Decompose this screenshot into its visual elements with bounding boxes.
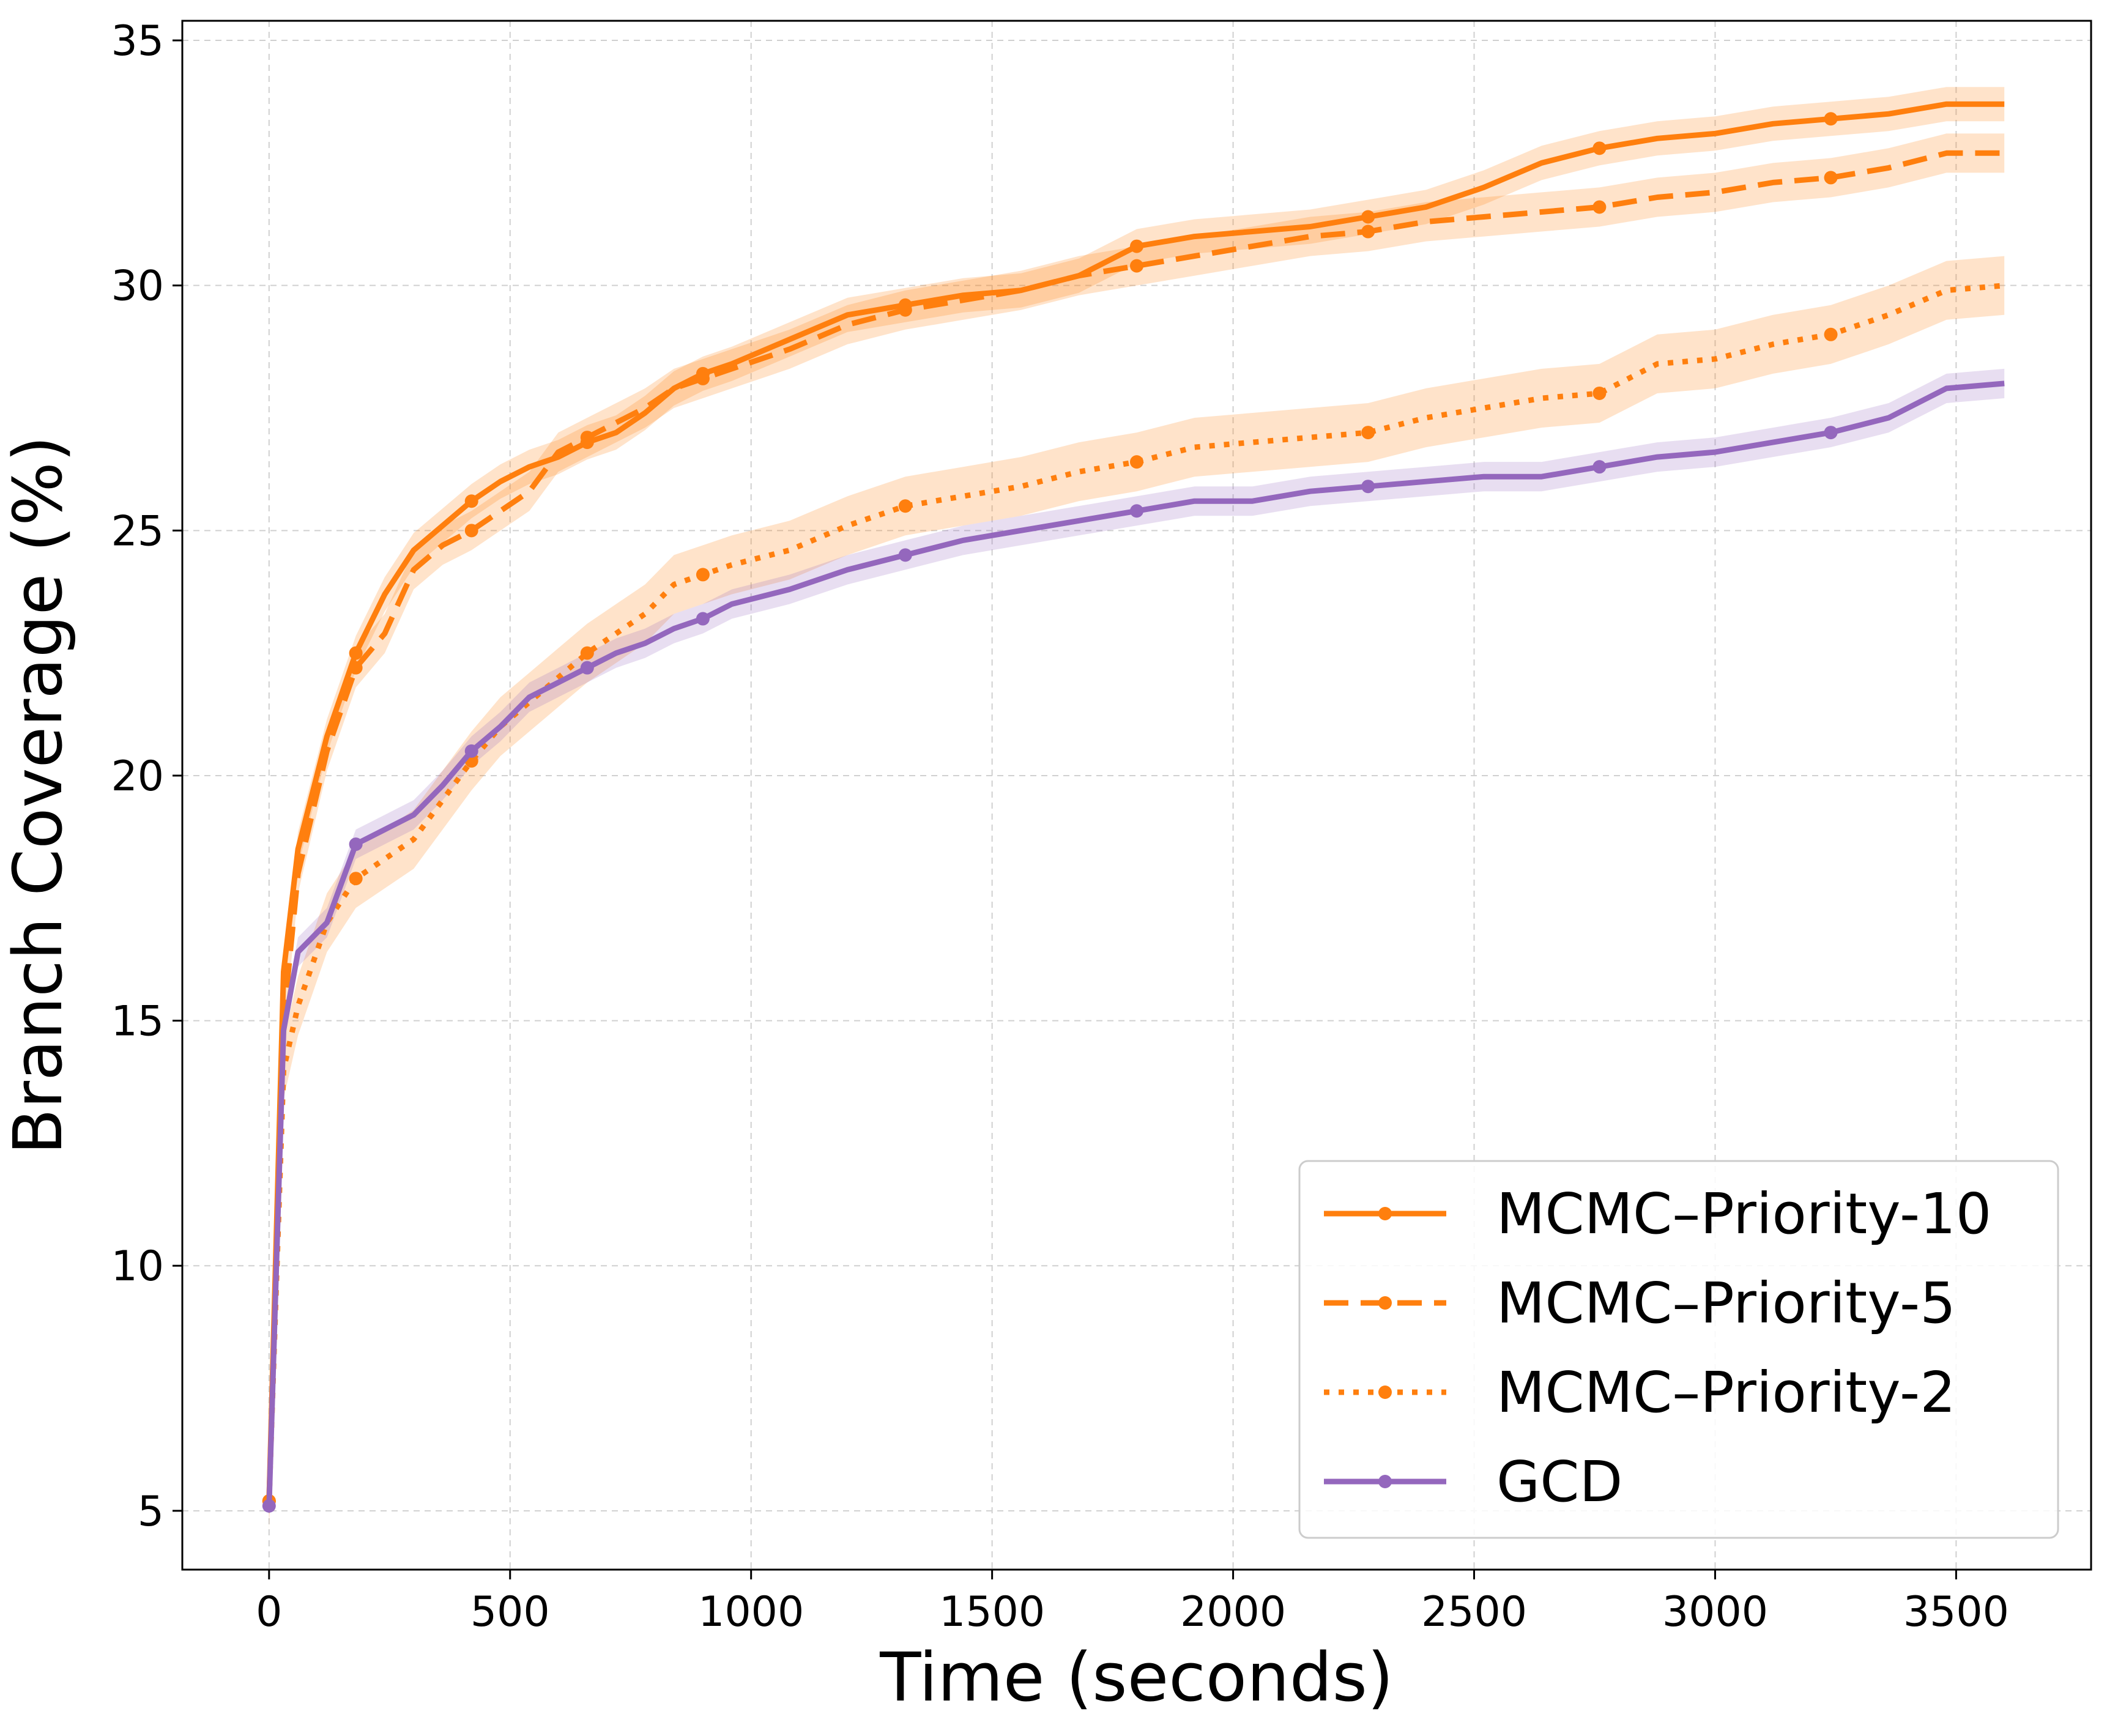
legend-entry-mcmc-priority-2: MCMC–Priority-2 xyxy=(1324,1360,1956,1425)
legend: MCMC–Priority-10 MCMC–Priority-5 MCMC–Prio… xyxy=(1298,1160,2059,1539)
point-mcmc-priority-5 xyxy=(696,371,710,385)
point-mcmc-priority-5 xyxy=(1130,259,1143,273)
x-tick-label: 0 xyxy=(256,1588,282,1636)
point-gcd xyxy=(1592,460,1607,474)
plot-area-frame xyxy=(181,20,2092,1571)
y-axis-ticks: 5 10 15 20 25 30 35 xyxy=(111,17,182,1536)
point-mcmc-priority-5 xyxy=(580,431,594,445)
point-gcd xyxy=(1361,480,1375,494)
point-gcd xyxy=(1130,504,1143,518)
point-mcmc-priority-10 xyxy=(349,646,363,660)
x-tick-label: 3000 xyxy=(1662,1588,1768,1636)
line-mcmc-priority-5 xyxy=(266,150,2005,1501)
point-mcmc-priority-10 xyxy=(464,494,478,508)
point-mcmc-priority-2 xyxy=(1361,426,1375,440)
point-mcmc-priority-5 xyxy=(1592,200,1607,214)
x-tick-label: 1500 xyxy=(939,1588,1045,1636)
legend-entries: MCMC–Priority-10 MCMC–Priority-5 MCMC–Prio… xyxy=(1324,1181,1991,1515)
series-lines xyxy=(262,101,2005,1513)
legend-entry-gcd: GCD xyxy=(1324,1449,1622,1515)
line-mcmc-priority-10 xyxy=(266,101,2005,1501)
point-mcmc-priority-10 xyxy=(1130,239,1143,253)
line-mcmc-priority-2 xyxy=(266,283,2005,1501)
point-gcd xyxy=(262,1499,276,1513)
y-tick-label: 30 xyxy=(111,262,164,311)
point-mcmc-priority-2 xyxy=(696,568,710,582)
x-axis-title: Time (seconds) xyxy=(879,1638,1394,1716)
point-gcd xyxy=(696,612,710,626)
point-mcmc-priority-5 xyxy=(898,303,912,317)
point-mcmc-priority-10 xyxy=(1592,141,1607,155)
point-mcmc-priority-2 xyxy=(580,646,594,660)
point-gcd xyxy=(898,548,912,562)
x-tick-label: 2500 xyxy=(1421,1588,1527,1636)
y-tick-label: 15 xyxy=(111,998,164,1046)
point-mcmc-priority-10 xyxy=(1824,112,1838,126)
point-gcd xyxy=(464,744,478,758)
legend-label-mcmc-priority-10: MCMC–Priority-10 xyxy=(1496,1181,1991,1247)
y-tick-label: 25 xyxy=(111,507,164,555)
legend-marker-gcd xyxy=(1378,1475,1392,1488)
legend-marker-mcmc-priority-2 xyxy=(1378,1385,1392,1399)
point-mcmc-priority-2 xyxy=(1130,455,1143,469)
y-tick-label: 20 xyxy=(111,752,164,801)
x-tick-label: 1000 xyxy=(698,1588,804,1636)
legend-frame xyxy=(1298,1160,2059,1539)
point-gcd xyxy=(349,837,363,851)
line-gcd xyxy=(266,380,2005,1506)
legend-label-gcd: GCD xyxy=(1496,1449,1622,1515)
point-mcmc-priority-2 xyxy=(349,872,363,886)
legend-entry-mcmc-priority-5: MCMC–Priority-5 xyxy=(1324,1270,1956,1336)
legend-marker-mcmc-priority-10 xyxy=(1378,1207,1392,1220)
point-mcmc-priority-5 xyxy=(1361,224,1375,239)
legend-label-mcmc-priority-5: MCMC–Priority-5 xyxy=(1496,1270,1956,1336)
y-axis-title: Branch Coverage (%) xyxy=(0,436,77,1154)
point-mcmc-priority-2 xyxy=(898,499,912,513)
legend-label-mcmc-priority-2: MCMC–Priority-2 xyxy=(1496,1360,1956,1425)
legend-entry-mcmc-priority-10: MCMC–Priority-10 xyxy=(1324,1181,1991,1247)
x-tick-label: 3500 xyxy=(1903,1588,2009,1636)
x-axis-ticks: 0 500 1000 1500 2000 2500 3000 3500 xyxy=(256,1570,2009,1636)
point-mcmc-priority-2 xyxy=(1824,327,1838,341)
point-gcd xyxy=(1824,426,1838,440)
x-tick-label: 2000 xyxy=(1180,1588,1286,1636)
y-tick-label: 35 xyxy=(111,17,164,65)
point-gcd xyxy=(580,661,594,675)
legend-marker-mcmc-priority-5 xyxy=(1378,1296,1392,1310)
point-mcmc-priority-5 xyxy=(464,524,478,538)
y-tick-label: 5 xyxy=(138,1488,164,1536)
x-tick-label: 500 xyxy=(470,1588,550,1636)
point-mcmc-priority-5 xyxy=(349,661,363,675)
y-tick-label: 10 xyxy=(111,1242,164,1291)
point-mcmc-priority-10 xyxy=(1361,210,1375,224)
point-mcmc-priority-2 xyxy=(1592,386,1607,400)
point-mcmc-priority-5 xyxy=(1824,171,1838,185)
series-gcd xyxy=(262,380,2005,1513)
